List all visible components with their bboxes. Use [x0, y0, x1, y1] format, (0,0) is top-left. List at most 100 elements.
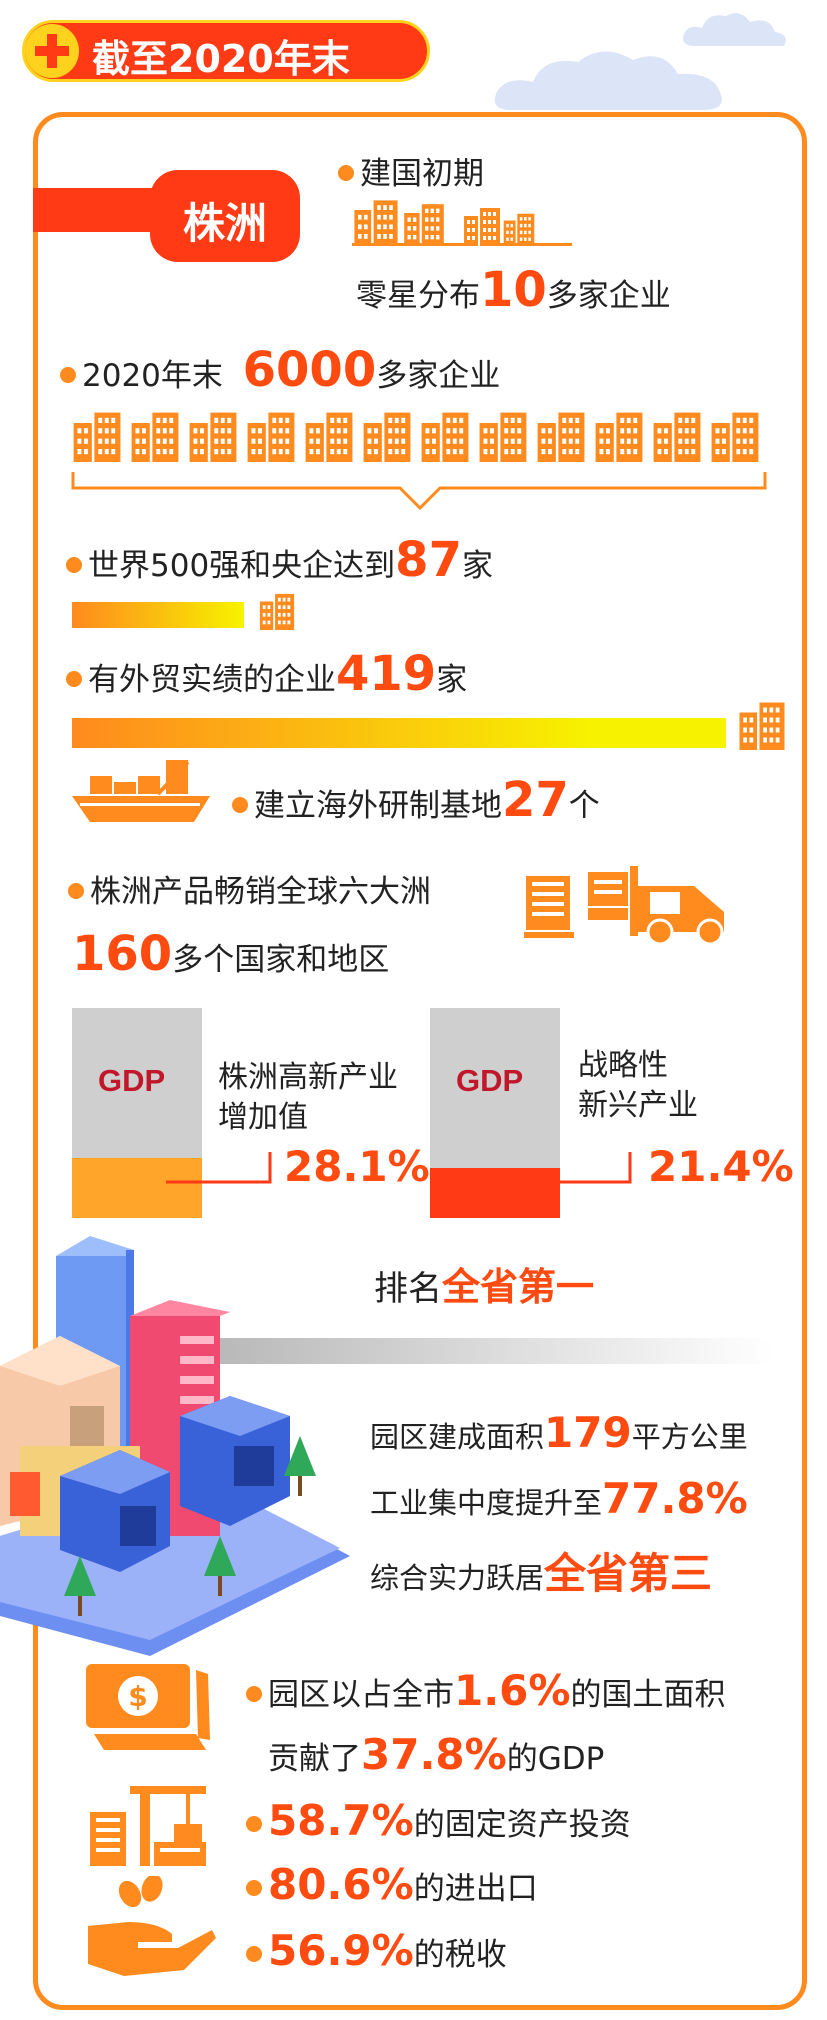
contrib-line1-post: 的国土面积 [570, 1677, 726, 1713]
header-banner [22, 20, 430, 82]
building-icon [711, 412, 759, 462]
building-icon [421, 412, 469, 462]
contrib-line5-value: 56.9% [268, 1926, 414, 1975]
building-icon [479, 412, 527, 462]
global-line2-text: 多个国家和地区 [172, 942, 390, 978]
trade-text-post: 家 [436, 662, 468, 698]
contrib-line2-post: 的GDP [506, 1741, 605, 1777]
contrib-line2-pre: 贡献了 [268, 1741, 361, 1777]
bullet-dot [68, 882, 84, 899]
hitech-value: 28.1% [284, 1142, 430, 1191]
bullet-dot [66, 670, 82, 687]
park-area-value: 179 [544, 1408, 632, 1457]
cloud-icon [488, 42, 728, 116]
strategic-label-line1: 战略性 [578, 1048, 668, 1083]
overseas-text-post: 个 [568, 788, 600, 824]
building-icon [131, 412, 179, 462]
rank1-line: 排名全省第一 [374, 1256, 594, 1311]
contrib-line2: 贡献了37.8%的GDP [268, 1730, 604, 1779]
contrib-line4: 80.6%的进出口 [246, 1860, 538, 1909]
fortune-line: 世界500强和央企达到87家 [66, 532, 493, 588]
leader-line [528, 1152, 632, 1184]
gdp-badge: GDP [456, 1063, 524, 1098]
early-value: 10 [480, 262, 547, 318]
contrib-line5-post: 的税收 [413, 1937, 507, 1973]
park-power-pre: 综合实力跃居 [370, 1561, 545, 1595]
hitech-label-line1: 株洲高新产业 [218, 1060, 398, 1095]
early-text-post: 多家企业 [546, 278, 671, 314]
content-frame [33, 112, 807, 2010]
global-value: 160 [72, 926, 173, 982]
y2020-value: 6000 [242, 342, 377, 398]
global-line2: 160多个国家和地区 [72, 926, 389, 982]
rank1-value: 全省第一 [442, 1265, 595, 1309]
building-icon [736, 700, 792, 754]
gdp-chart-hitech [72, 1008, 272, 1218]
gdp-chart-strategic [430, 1008, 632, 1218]
bullet-dot [66, 556, 82, 573]
fortune-bar [72, 602, 244, 628]
rank1-pre: 排名 [374, 1269, 442, 1309]
park-area-pre: 园区建成面积 [370, 1420, 545, 1454]
buildings-row [70, 410, 770, 470]
city-label: 株洲 [182, 199, 267, 248]
trade-bar [72, 718, 726, 748]
park-power-value: 全省第三 [544, 1549, 713, 1598]
strategic-label: 战略性 新兴产业 [578, 1046, 698, 1126]
contrib-line1-pre: 园区以占全市 [268, 1677, 454, 1713]
global-line1-text: 株洲产品畅销全球六大洲 [90, 874, 431, 910]
early-text-pre: 零星分布 [356, 278, 480, 314]
hand-coins-icon [88, 1874, 218, 1990]
contrib-line4-value: 80.6% [268, 1860, 414, 1909]
city-badge [150, 170, 300, 262]
y2020-label: 2020年末 [82, 358, 223, 394]
ship-icon [70, 756, 215, 830]
building-icon [305, 412, 353, 462]
park-conc-line: 工业集中度提升至77.8% [370, 1474, 748, 1523]
overseas-text-pre: 建立海外研制基地 [254, 788, 502, 824]
contrib-line5: 56.9%的税收 [246, 1926, 507, 1975]
gdp-bar-fill [430, 1168, 560, 1218]
contrib-line1: 园区以占全市1.6%的国土面积 [246, 1666, 725, 1715]
early-label: 建国初期 [338, 148, 484, 193]
fortune-text-post: 家 [461, 548, 493, 584]
plus-icon [25, 24, 79, 78]
trade-value: 419 [336, 646, 437, 702]
construction-icon [90, 1782, 210, 1870]
contrib-line2-value: 37.8% [361, 1730, 507, 1779]
contrib-line3-value: 58.7% [268, 1796, 414, 1845]
bullet-dot [246, 1879, 262, 1896]
building-icon [595, 412, 643, 462]
money-icon: $ [86, 1660, 216, 1764]
header-title: 截至2020年末 [92, 37, 350, 81]
hitech-label: 株洲高新产业 增加值 [218, 1058, 398, 1138]
bullet-dot [246, 1945, 262, 1962]
park-conc-value: 77.8% [602, 1474, 748, 1523]
gdp-bar-fill [72, 1158, 202, 1218]
city-illustration [0, 1236, 350, 1660]
strategic-value: 21.4% [648, 1142, 794, 1191]
building-icon [258, 592, 298, 634]
gdp-badge: GDP [98, 1063, 166, 1098]
early-label-text: 建国初期 [360, 156, 484, 192]
building-icon [537, 412, 585, 462]
building-icon [73, 412, 121, 462]
fortune-value: 87 [395, 532, 462, 588]
brace [70, 472, 770, 520]
hitech-label-line2: 增加值 [218, 1100, 308, 1135]
overseas-value: 27 [502, 772, 569, 828]
trade-line: 有外贸实绩的企业419家 [66, 646, 467, 702]
trade-text-pre: 有外贸实绩的企业 [88, 662, 336, 698]
early-text: 零星分布10多家企业 [356, 262, 671, 318]
global-line1: 株洲产品畅销全球六大洲 [68, 866, 431, 911]
bullet-dot [246, 1685, 262, 1702]
contrib-line3: 58.7%的固定资产投资 [246, 1796, 631, 1845]
park-area-line: 园区建成面积179平方公里 [370, 1408, 748, 1457]
building-icon [363, 412, 411, 462]
gray-gradient-bar [214, 1338, 774, 1364]
early-buildings [352, 198, 582, 250]
building-icon [189, 412, 237, 462]
building-icon [653, 412, 701, 462]
contrib-line3-post: 的固定资产投资 [413, 1807, 631, 1843]
contrib-line1-value: 1.6% [454, 1666, 571, 1715]
